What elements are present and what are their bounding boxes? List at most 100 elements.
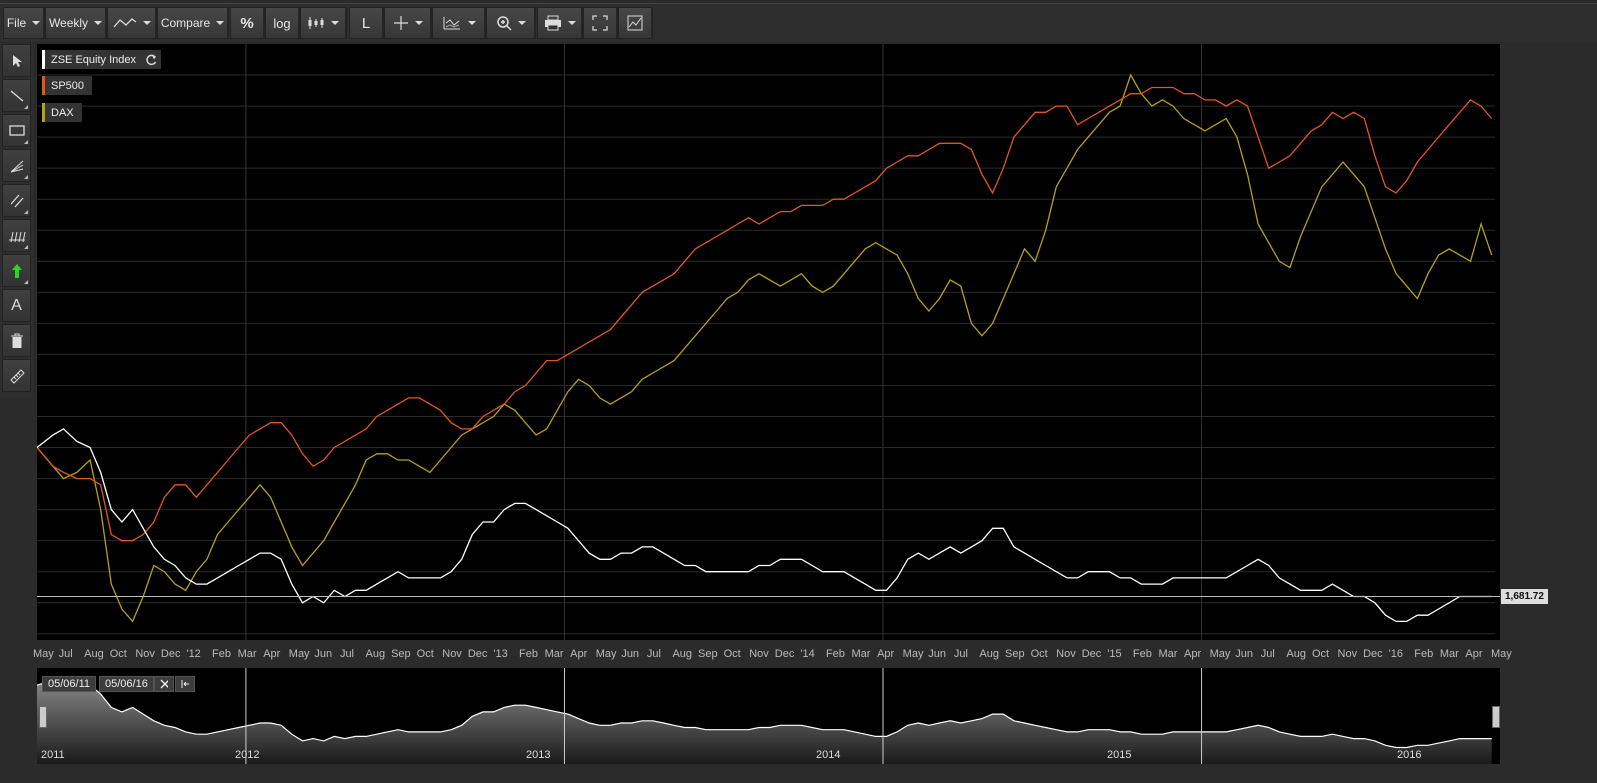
navigator-right-handle[interactable]	[1492, 706, 1500, 728]
current-price-tag: 1,681.72	[1501, 589, 1548, 604]
x-tick-label: '16	[1388, 648, 1404, 660]
year-label: 2016	[1397, 749, 1422, 761]
rectangle-icon	[8, 124, 25, 136]
x-tick-label: Oct	[416, 648, 434, 660]
line-chart-icon	[108, 8, 156, 38]
crosshair-dropdown[interactable]	[384, 7, 432, 39]
legend-item-dax[interactable]: DAX	[42, 103, 82, 122]
print-dropdown[interactable]	[537, 7, 583, 39]
x-tick-label: Sep	[1005, 648, 1025, 660]
navigator-svg	[37, 668, 1492, 764]
x-tick-label: Apr	[1465, 648, 1483, 660]
x-tick-label: May	[1491, 648, 1512, 660]
legend-item-zse[interactable]: ZSE Equity Index	[42, 50, 144, 69]
year-label: 2013	[526, 749, 551, 761]
x-tick-label: '14	[800, 648, 815, 660]
year-label: 2011	[41, 749, 65, 761]
reset-range-button[interactable]	[154, 676, 174, 692]
x-tick-label: Dec	[774, 648, 795, 660]
x-tick-label: Feb	[825, 648, 845, 660]
trash-icon	[10, 333, 23, 348]
ruler-icon	[9, 368, 25, 384]
reload-button[interactable]	[141, 50, 161, 69]
navigator-line	[37, 677, 1492, 749]
delete-drawings-button[interactable]	[2, 324, 31, 357]
range-end-date[interactable]: 05/06/16	[99, 676, 154, 692]
x-tick-label: Jun	[928, 648, 946, 660]
x-tick-label: Aug	[84, 648, 104, 660]
green-arrow-icon	[11, 263, 22, 278]
x-tick-label: Nov	[1056, 648, 1076, 660]
x-tick-label: Jun	[621, 648, 640, 660]
indicators-dropdown[interactable]	[432, 7, 486, 39]
drawing-tools-sidebar: A	[0, 44, 33, 398]
navigator-panel[interactable]: 05/06/11 05/06/16 2011 2012 2013 2014 20…	[37, 668, 1500, 764]
x-tick-label: Aug	[1286, 648, 1306, 660]
studies-dropdown[interactable]	[300, 7, 347, 39]
x-tick-label: Mar	[1439, 648, 1459, 660]
close-icon	[160, 679, 168, 689]
x-tick-label: Aug	[672, 648, 693, 660]
legend-label: SP500	[51, 79, 85, 92]
navigator-area	[37, 678, 1492, 764]
x-tick-label: May	[33, 648, 54, 660]
ruler-tool[interactable]	[2, 359, 31, 392]
arrow-tool[interactable]	[2, 254, 31, 287]
fan-tool[interactable]	[2, 149, 31, 182]
x-tick-label: Dec	[160, 648, 181, 660]
x-tick-label: May	[1209, 648, 1231, 660]
navigator-left-handle[interactable]	[39, 706, 47, 728]
printer-icon	[538, 8, 582, 38]
percent-label: %	[231, 8, 264, 38]
x-tick-label: Sep	[391, 648, 411, 660]
cursor-arrow-icon	[12, 54, 22, 67]
zoom-icon	[487, 8, 535, 38]
file-label: File	[6, 16, 27, 30]
pattern-tool[interactable]	[2, 219, 31, 252]
trend-line-icon	[10, 90, 23, 101]
x-tick-label: Apr	[570, 648, 588, 660]
channel-tool[interactable]	[2, 184, 31, 217]
pointer-tool[interactable]	[2, 44, 31, 77]
fullscreen-button[interactable]	[583, 7, 618, 39]
rectangle-tool[interactable]	[2, 114, 31, 147]
legend-item-sp500[interactable]: SP500	[42, 76, 93, 95]
x-tick-label: Oct	[1030, 648, 1048, 660]
candlestick-icon	[301, 8, 346, 38]
log-button[interactable]: log	[265, 7, 300, 39]
text-tool[interactable]: A	[2, 289, 31, 322]
zoom-dropdown[interactable]	[486, 7, 536, 39]
percent-button[interactable]: %	[230, 7, 265, 39]
expand-horizontal-icon	[181, 680, 189, 688]
x-tick-label: '15	[1107, 648, 1122, 660]
file-menu[interactable]: File	[3, 7, 45, 39]
x-tick-label: Feb	[519, 648, 538, 660]
snapshot-button[interactable]	[618, 7, 653, 39]
x-tick-label: May	[902, 648, 924, 660]
x-tick-label: Dec	[1363, 648, 1383, 660]
indicator-icon	[433, 8, 485, 38]
x-tick-label: Apr	[877, 648, 895, 660]
interval-dropdown[interactable]: Weekly	[45, 7, 107, 39]
line-tool[interactable]	[2, 79, 31, 112]
x-tick-label: Dec	[1081, 648, 1102, 660]
main-chart-svg: 60%55%50%45%40%35%30%25%20%15%10%5%0%-5%…	[37, 44, 1500, 640]
year-label: 2012	[235, 749, 260, 761]
x-tick-label: May	[595, 648, 617, 660]
chart-type-dropdown[interactable]	[107, 7, 157, 39]
x-tick-label: Mar	[851, 648, 871, 660]
x-tick-label: '12	[186, 648, 201, 660]
x-tick-label: Jul	[339, 648, 354, 660]
fullscreen-icon	[584, 8, 617, 38]
expand-range-button[interactable]	[175, 676, 195, 692]
main-chart-panel[interactable]: 60%55%50%45%40%35%30%25%20%15%10%5%0%-5%…	[37, 44, 1500, 640]
x-tick-label: Mar	[544, 648, 564, 660]
x-tick-label: Feb	[212, 648, 232, 660]
compare-dropdown[interactable]: Compare	[157, 7, 229, 39]
l-button[interactable]: L	[349, 7, 384, 39]
x-tick-label: Mar	[237, 648, 257, 660]
x-tick-label: Nov	[442, 648, 462, 660]
x-tick-label: Oct	[109, 648, 127, 660]
interval-label: Weekly	[48, 16, 89, 30]
range-start-date[interactable]: 05/06/11	[42, 676, 97, 692]
